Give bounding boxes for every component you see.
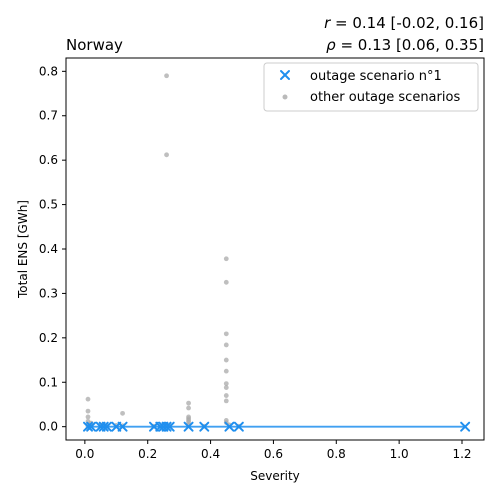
title-right-line1-symbol: r bbox=[324, 14, 331, 32]
other-scenario-point bbox=[120, 410, 125, 416]
other-scenario-point bbox=[164, 73, 169, 79]
legend-marker-dot bbox=[282, 94, 288, 100]
other-scenario-point bbox=[85, 396, 91, 402]
other-scenario-point bbox=[186, 400, 191, 406]
other-scenario-point bbox=[223, 368, 229, 374]
other-scenario-point bbox=[85, 408, 91, 414]
scenario1-point bbox=[101, 421, 112, 432]
y-tick-label: 0.1 bbox=[39, 375, 58, 389]
x-tick-label: 0.2 bbox=[138, 447, 157, 461]
x-tick-label: 0.6 bbox=[264, 447, 283, 461]
x-tick-label: 1.0 bbox=[390, 447, 409, 461]
y-tick-label: 0.2 bbox=[39, 331, 58, 345]
y-tick-label: 0.5 bbox=[39, 198, 58, 212]
title-right-line2-text: = 0.13 [0.06, 0.35] bbox=[336, 36, 484, 54]
other-scenario-point bbox=[223, 381, 229, 386]
other-scenario-point bbox=[186, 405, 191, 411]
other-scenario-point bbox=[223, 357, 229, 363]
y-axis-label: Total ENS [GWh] bbox=[16, 200, 30, 299]
x-tick-label: 0.4 bbox=[201, 447, 220, 461]
scenario1-point bbox=[98, 421, 109, 432]
title-right-line2-symbol: ρ bbox=[326, 36, 336, 54]
y-tick-label: 0.8 bbox=[39, 64, 58, 78]
scenario1-point bbox=[460, 421, 471, 432]
scenario1-point bbox=[224, 421, 235, 432]
legend-box bbox=[263, 62, 479, 112]
other-scenario-point bbox=[223, 398, 229, 404]
title-left: Norway bbox=[66, 36, 123, 54]
x-tick-label: 0.0 bbox=[75, 447, 94, 461]
x-tick-label: 0.8 bbox=[327, 447, 346, 461]
other-scenario-point bbox=[223, 342, 229, 348]
scenario1-point bbox=[164, 421, 175, 432]
other-scenario-point bbox=[223, 331, 229, 337]
title-right-line1: r = 0.14 [-0.02, 0.16] bbox=[324, 14, 484, 32]
other-scenario-point bbox=[223, 393, 229, 398]
x-axis-label: Severity bbox=[250, 469, 300, 483]
other-scenario-point bbox=[164, 152, 169, 158]
other-scenario-point bbox=[223, 385, 229, 390]
y-tick-label: 0.7 bbox=[39, 109, 58, 123]
legend: outage scenario n°1 other outage scenari… bbox=[263, 62, 479, 112]
scenario1-point bbox=[183, 421, 194, 432]
y-tick-label: 0.3 bbox=[39, 286, 58, 300]
x-tick-label: 1.2 bbox=[452, 447, 471, 461]
scenario1-point bbox=[86, 421, 97, 432]
legend-marker-x bbox=[280, 70, 290, 80]
other-scenario-point bbox=[85, 414, 91, 420]
title-right-line2: ρ = 0.13 [0.06, 0.35] bbox=[326, 36, 484, 54]
y-tick-label: 0.0 bbox=[39, 420, 58, 434]
y-tick-label: 0.6 bbox=[39, 153, 58, 167]
scenario1-point bbox=[233, 421, 244, 432]
other-scenario-point bbox=[223, 256, 229, 262]
title-right-line1-text: = 0.14 [-0.02, 0.16] bbox=[330, 14, 484, 32]
scenario1-point bbox=[83, 421, 93, 432]
scenario1-point bbox=[161, 421, 172, 432]
scenario1-point bbox=[117, 421, 128, 432]
legend-label-series2: other outage scenarios bbox=[310, 90, 460, 105]
other-scenario-point bbox=[223, 279, 229, 285]
y-tick-label: 0.4 bbox=[39, 242, 58, 256]
scenario1-point bbox=[199, 421, 210, 432]
legend-label-series1: outage scenario n°1 bbox=[310, 69, 442, 84]
